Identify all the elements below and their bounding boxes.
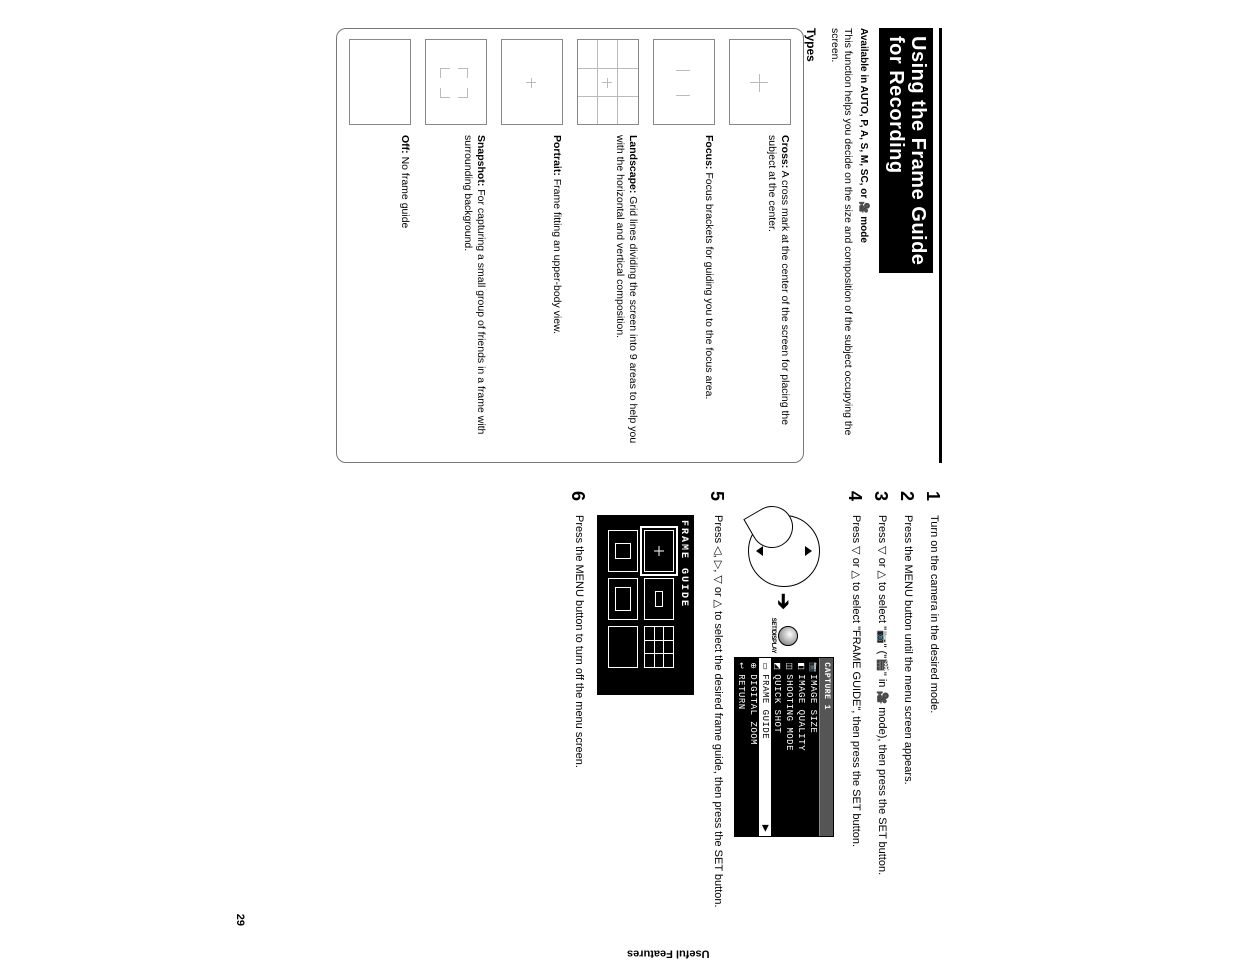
type-desc: Landscape: Grid lines dividing the scree… — [613, 135, 639, 452]
title-line-2: for Recording — [885, 36, 907, 265]
frame-guide-option — [644, 530, 674, 572]
step-number: 6 — [569, 491, 587, 515]
heading-rule — [939, 28, 942, 463]
title-line-1: Using the Frame Guide — [907, 36, 929, 265]
frame-guide-title: FRAME GUIDE — [674, 516, 693, 694]
menu-item: ▭FRAME GUIDE▶ — [759, 658, 771, 836]
type-row: Cross: A cross mark at the center of the… — [729, 39, 791, 452]
step-text-part: Press ▽ or △ to select — [850, 515, 862, 626]
menu-item: ↩RETURN — [735, 658, 747, 836]
step-text: Press ▽ or △ to select "FRAME GUIDE", th… — [846, 515, 864, 847]
type-thumb-portrait — [501, 39, 563, 125]
page-number: 29 — [234, 914, 246, 926]
menu-item: 📷IMAGE SIZE — [807, 658, 819, 836]
frame-guide-screenshot: FRAME GUIDE — [597, 515, 694, 695]
left-column: Using the Frame Guide for Recording Avai… — [232, 0, 1002, 477]
type-text: Frame fitting an upper-body view. — [551, 179, 563, 334]
step-text: Press ◁, ▷, ▽ or △ to select the desired… — [708, 515, 726, 908]
type-desc: Portrait: Frame fitting an upper-body vi… — [550, 135, 563, 334]
type-desc: Snapshot: For capturing a small group of… — [461, 135, 487, 452]
type-name: Portrait: — [551, 135, 563, 176]
types-heading: Types — [804, 28, 818, 68]
type-desc: Cross: A cross mark at the center of the… — [765, 135, 791, 452]
type-row: Portrait: Frame fitting an upper-body vi… — [501, 39, 563, 452]
type-name: Off: — [399, 135, 411, 154]
type-desc: Off: No frame guide — [398, 135, 411, 228]
frame-guide-option — [608, 578, 638, 620]
right-column: 1 Turn on the camera in the desired mode… — [232, 477, 1002, 954]
step-text: Press ▽ or △ to select "📷" ("🎬" in 🎥 mod… — [872, 515, 890, 875]
type-row: Landscape: Grid lines dividing the scree… — [577, 39, 639, 452]
step-6: 6 Press the MENU button to turn off the … — [569, 491, 587, 926]
set-button-label: SET/DISPLAY — [770, 618, 776, 654]
step-text: Press the MENU button to turn off the me… — [569, 515, 587, 768]
menu-item: ◧IMAGE QUALITY — [795, 658, 807, 836]
step-text-part: Press ▽ or △ to select " — [876, 515, 888, 630]
type-thumb-cross — [729, 39, 791, 125]
arrow-right-icon: ➔ — [772, 593, 797, 610]
step-text: Press the MENU button until the menu scr… — [898, 515, 916, 785]
types-box: Cross: A cross mark at the center of the… — [336, 28, 804, 463]
type-thumb-focus — [653, 39, 715, 125]
menu-item: ◩QUICK SHOT — [771, 658, 783, 836]
menu-screenshot: CAPTURE 1 📷IMAGE SIZE◧IMAGE QUALITY◫SHOO… — [734, 657, 834, 837]
step-2: 2 Press the MENU button until the menu s… — [898, 491, 916, 926]
type-name: Snapshot: — [475, 135, 487, 186]
step-number: 2 — [898, 491, 916, 515]
step-number: 3 — [872, 491, 890, 515]
step-3: 3 Press ▽ or △ to select "📷" ("🎬" in 🎥 m… — [872, 491, 890, 926]
side-tab: Useful Features — [617, 945, 720, 963]
step-number: 1 — [924, 491, 942, 515]
menu-item: ⊕DIGITAL ZOOM — [747, 658, 759, 836]
type-desc: Focus: Focus brackets for guiding you to… — [702, 135, 715, 399]
step-text-part: "FRAME GUIDE", then press the SET button… — [850, 626, 862, 847]
type-text: Focus brackets for guiding you to the fo… — [703, 172, 715, 399]
frame-guide-option — [608, 530, 638, 572]
type-row: Focus: Focus brackets for guiding you to… — [653, 39, 715, 452]
type-row: Off: No frame guide — [349, 39, 411, 452]
intro-text: This function helps you decide on the si… — [828, 28, 854, 463]
set-button-icon: SET/DISPLAY — [770, 618, 798, 654]
type-thumb-off — [349, 39, 411, 125]
type-name: Focus: — [703, 135, 715, 169]
menu-item: ◫SHOOTING MODE — [783, 658, 795, 836]
frame-guide-option — [608, 626, 638, 668]
type-thumb-snapshot — [425, 39, 487, 125]
step-5: 5 Press ◁, ▷, ▽ or △ to select the desir… — [708, 491, 726, 926]
types-section: Types Cross: A cross mark at the center … — [336, 28, 818, 463]
menu-tab: CAPTURE 1 — [819, 658, 833, 836]
dpad-icon — [748, 515, 820, 587]
step-number: 5 — [708, 491, 726, 515]
available-modes: Available in AUTO, P, A, S, M, SC, or 🎥 … — [858, 28, 869, 463]
step-text: Turn on the camera in the desired mode. — [924, 515, 942, 713]
frame-guide-option — [644, 578, 674, 620]
type-row: Snapshot: For capturing a small group of… — [425, 39, 487, 452]
section-title: Using the Frame Guide for Recording — [879, 28, 933, 273]
frame-guide-option — [644, 626, 674, 668]
type-name: Cross: — [779, 135, 791, 168]
step-text-part: 📷" ("🎬" in 🎥 mode), then press the SET b… — [876, 630, 888, 875]
type-text: No frame guide — [399, 157, 411, 229]
dpad-illustration: ➔ SET/DISPLAY CAPTURE 1 📷IMAGE SIZE◧IMAG… — [734, 515, 834, 926]
steps-list: 1 Turn on the camera in the desired mode… — [561, 491, 942, 926]
type-text: A cross mark at the center of the screen… — [766, 135, 791, 425]
type-name: Landscape: — [627, 135, 639, 193]
step-number: 4 — [846, 491, 864, 515]
step-1: 1 Turn on the camera in the desired mode… — [924, 491, 942, 926]
type-thumb-landscape — [577, 39, 639, 125]
step-4: 4 Press ▽ or △ to select "FRAME GUIDE", … — [846, 491, 864, 926]
